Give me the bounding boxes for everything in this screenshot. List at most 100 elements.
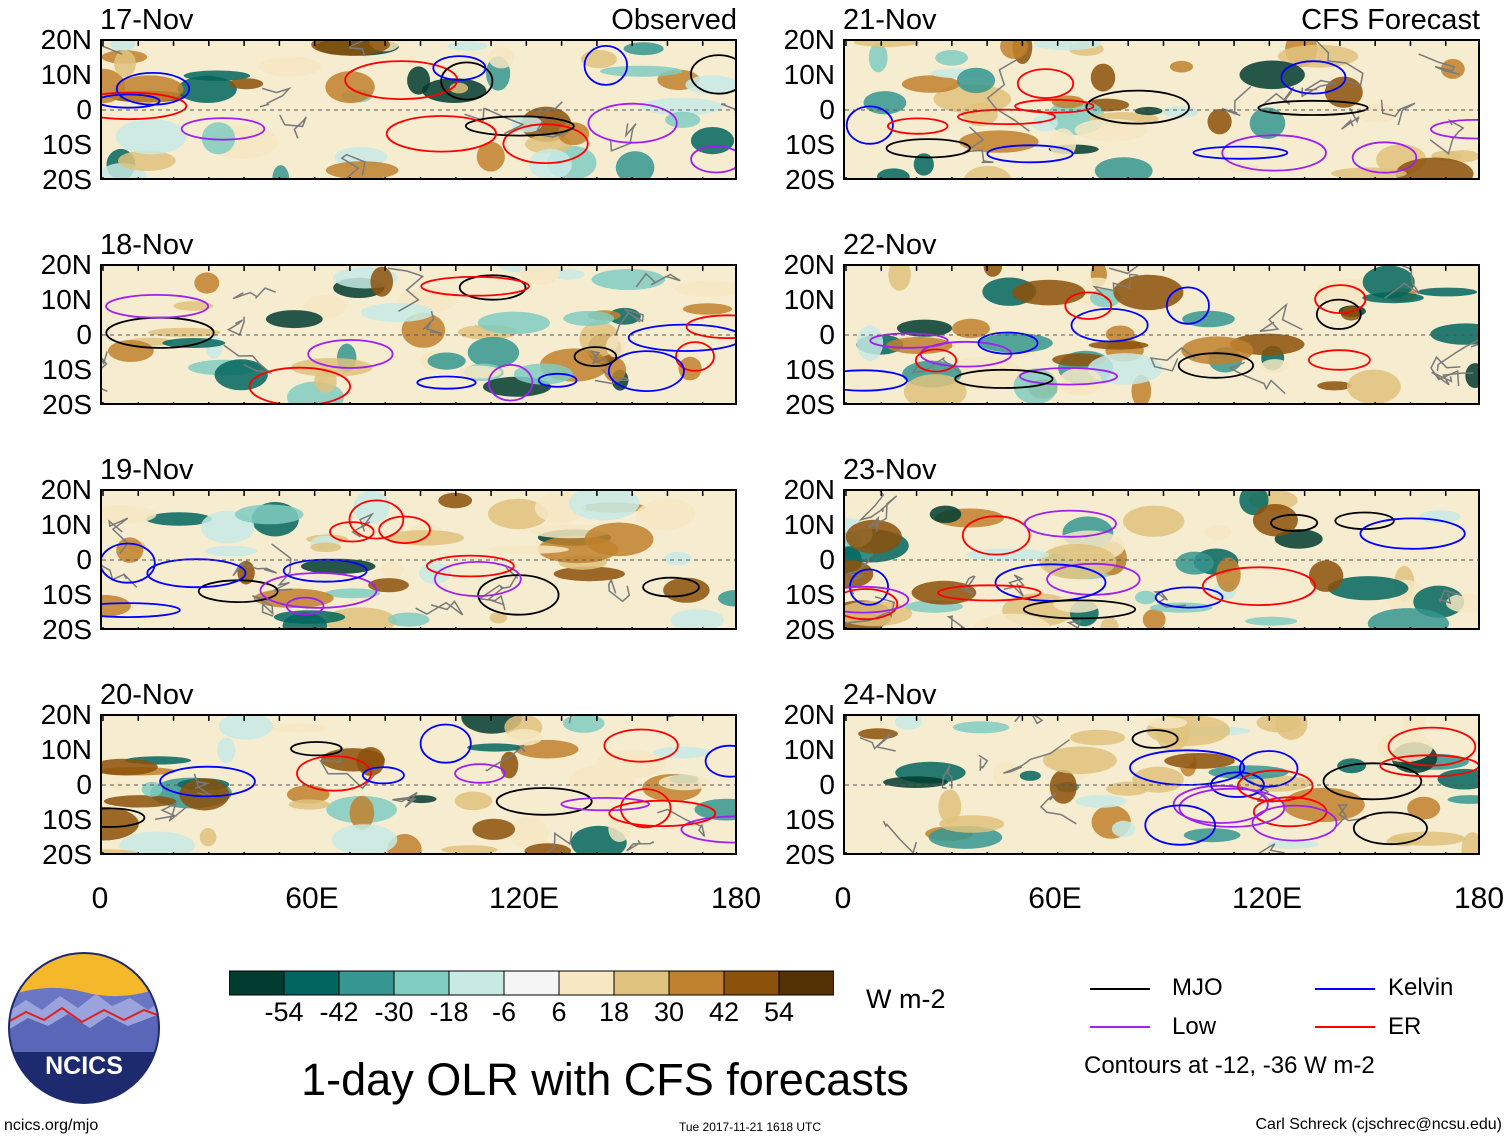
wet-anomaly (1135, 590, 1157, 605)
coastline (614, 308, 645, 337)
lat-label: 10N (783, 734, 835, 765)
lat-label: 20N (40, 249, 92, 280)
wave-contour (845, 588, 899, 621)
dry-anomaly (102, 594, 131, 617)
coastline (259, 87, 292, 108)
coastline (102, 45, 123, 55)
wave-contour (560, 797, 650, 812)
footer-author: Carl Schreck (cjschrec@ncsu.edu) (1255, 1116, 1502, 1133)
lat-label: 10S (42, 579, 92, 610)
dry-anomaly (1445, 150, 1478, 163)
dry-anomaly (858, 728, 898, 740)
wet-anomaly (282, 612, 328, 628)
dry-anomaly (938, 789, 962, 824)
olr-field (845, 41, 1478, 178)
wet-anomaly (956, 67, 996, 94)
wave-contour (285, 596, 325, 616)
dry-anomaly (1058, 368, 1103, 396)
wet-anomaly (552, 269, 585, 280)
wave-contour (1085, 89, 1190, 125)
dry-anomaly (102, 806, 139, 841)
dry-anomaly (1256, 716, 1301, 733)
dry-anomaly (1330, 167, 1407, 178)
wave-contour (845, 105, 894, 145)
wave-contour (102, 93, 161, 109)
wave-contour (378, 515, 431, 545)
dry-anomaly (488, 47, 515, 69)
dry-anomaly (288, 799, 330, 810)
panel-date: 20-Nov (100, 679, 194, 711)
legend-mjo-label: MJO (1172, 974, 1223, 1001)
olr-field (102, 266, 735, 403)
wave-contour (845, 369, 908, 392)
coastline (1152, 590, 1186, 608)
legend-er-label: ER (1388, 1013, 1422, 1040)
wave-contour (886, 117, 949, 135)
coastline (1431, 371, 1474, 386)
wet-anomaly (162, 338, 226, 348)
wet-anomaly (1245, 616, 1298, 626)
wet-anomaly (214, 359, 268, 391)
lat-label: 10S (785, 354, 835, 385)
wave-contour (845, 585, 910, 614)
wave-contour (1064, 291, 1113, 320)
legend-note: Contours at -12, -36 W m-2 (1084, 1052, 1375, 1079)
dry-anomaly (663, 577, 710, 603)
dry-anomaly (635, 500, 689, 531)
dry-anomaly (102, 849, 139, 853)
wet-anomaly (563, 310, 615, 326)
coastline (859, 733, 896, 752)
coastline (534, 101, 568, 138)
wave-contour (1379, 754, 1478, 778)
dry-anomaly (1461, 832, 1478, 853)
lon-label: 180 (710, 882, 762, 915)
dry-anomaly (1142, 608, 1166, 628)
colorbar-swatch (668, 970, 725, 996)
wet-anomaly (513, 363, 573, 385)
coastline (1418, 53, 1461, 75)
colorbar-tick-label: -30 (374, 997, 414, 1027)
lon-label: 180 (1453, 882, 1505, 915)
dry-anomaly (476, 141, 505, 172)
wet-anomaly (694, 798, 735, 821)
coastline (1341, 107, 1360, 130)
dry-anomaly (253, 588, 334, 608)
lat-label: 20S (42, 389, 92, 420)
wet-anomaly (1430, 323, 1478, 345)
dry-anomaly (901, 75, 960, 93)
wave-contour (680, 815, 735, 844)
coastline (485, 744, 526, 772)
wet-anomaly (116, 119, 187, 155)
colorbar-swatch (558, 970, 615, 996)
wave-contour (685, 314, 735, 339)
dry-anomaly (1317, 381, 1352, 391)
footer-timestamp: Tue 2017-11-21 1618 UTC (678, 1120, 822, 1134)
dry-anomaly (1261, 359, 1289, 373)
wave-contour (1129, 749, 1246, 786)
dry-anomaly (951, 318, 990, 339)
colorbar-tick-label: 6 (551, 997, 567, 1027)
dry-anomaly (1204, 524, 1232, 541)
dry-anomaly (199, 828, 217, 847)
wet-anomaly (177, 75, 237, 103)
coastline (1258, 843, 1286, 853)
dry-anomaly (324, 607, 397, 628)
wave-contour (259, 572, 378, 609)
wave-contour (1165, 286, 1210, 325)
coastline (1301, 79, 1336, 98)
colorbar-swatch (723, 970, 780, 996)
wave-contour (1201, 566, 1317, 606)
wet-anomaly (325, 588, 381, 599)
lat-label: 10N (783, 509, 835, 540)
dry-anomaly (886, 337, 953, 354)
dry-anomaly (1445, 593, 1478, 613)
wave-contour (1314, 284, 1367, 314)
footer-url[interactable]: ncics.org/mjo (4, 1117, 99, 1134)
coastline (1380, 99, 1416, 126)
wet-anomaly (685, 75, 735, 95)
wave-contour (416, 375, 477, 390)
wet-anomaly (568, 491, 640, 521)
dry-anomaly (173, 301, 214, 311)
logo-text: NCICS (45, 1052, 123, 1080)
dry-anomaly (1043, 746, 1117, 775)
